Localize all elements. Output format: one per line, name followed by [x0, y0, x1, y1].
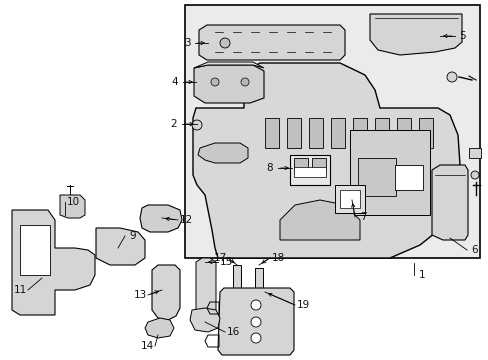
Polygon shape	[280, 200, 359, 240]
Polygon shape	[199, 25, 345, 60]
Text: 15: 15	[219, 257, 232, 267]
Polygon shape	[396, 118, 410, 148]
Polygon shape	[152, 265, 180, 320]
Text: 14: 14	[140, 341, 153, 351]
Text: 8: 8	[266, 163, 273, 173]
Polygon shape	[145, 318, 174, 338]
Polygon shape	[218, 288, 293, 355]
Polygon shape	[264, 118, 279, 148]
Circle shape	[470, 171, 478, 179]
Bar	[293, 167, 325, 177]
Polygon shape	[12, 210, 95, 315]
Polygon shape	[194, 62, 264, 68]
Text: 16: 16	[226, 327, 239, 337]
Bar	[311, 158, 325, 172]
Text: 5: 5	[459, 31, 466, 41]
Polygon shape	[308, 118, 323, 148]
Text: 10: 10	[66, 197, 80, 207]
Polygon shape	[286, 118, 301, 148]
Polygon shape	[431, 165, 467, 240]
Bar	[339, 190, 359, 208]
Polygon shape	[96, 228, 145, 265]
Circle shape	[446, 72, 456, 82]
Text: 6: 6	[471, 245, 477, 255]
Polygon shape	[140, 205, 182, 232]
Bar	[20, 225, 50, 275]
Polygon shape	[352, 118, 366, 148]
Circle shape	[220, 38, 229, 48]
Text: 18: 18	[271, 253, 284, 263]
Text: 9: 9	[129, 231, 136, 241]
Circle shape	[192, 120, 202, 130]
Bar	[357, 158, 395, 196]
Polygon shape	[369, 14, 461, 55]
Circle shape	[250, 317, 261, 327]
Circle shape	[210, 78, 219, 86]
Polygon shape	[190, 308, 220, 332]
Text: 19: 19	[296, 300, 309, 310]
Polygon shape	[60, 195, 85, 218]
Text: 7: 7	[359, 212, 366, 222]
Polygon shape	[194, 65, 264, 103]
Polygon shape	[418, 118, 432, 148]
Bar	[254, 268, 263, 320]
Polygon shape	[374, 118, 388, 148]
Text: 2: 2	[170, 119, 177, 129]
Text: 1: 1	[418, 270, 425, 280]
Text: 12: 12	[179, 215, 192, 225]
Bar	[289, 155, 329, 185]
Circle shape	[250, 300, 261, 310]
Polygon shape	[193, 63, 459, 258]
Bar	[184, 5, 479, 258]
Polygon shape	[330, 118, 345, 148]
Text: 13: 13	[133, 290, 146, 300]
Text: 4: 4	[171, 77, 178, 87]
Bar	[394, 165, 422, 190]
Bar	[334, 185, 364, 213]
Bar	[349, 130, 429, 215]
Polygon shape	[198, 143, 247, 163]
Polygon shape	[196, 258, 216, 315]
Text: 3: 3	[183, 38, 190, 48]
Bar	[232, 265, 241, 320]
Circle shape	[250, 333, 261, 343]
Text: 17: 17	[213, 253, 226, 263]
Bar	[293, 158, 307, 172]
Circle shape	[241, 78, 248, 86]
Text: 11: 11	[13, 285, 26, 295]
Bar	[468, 148, 480, 158]
